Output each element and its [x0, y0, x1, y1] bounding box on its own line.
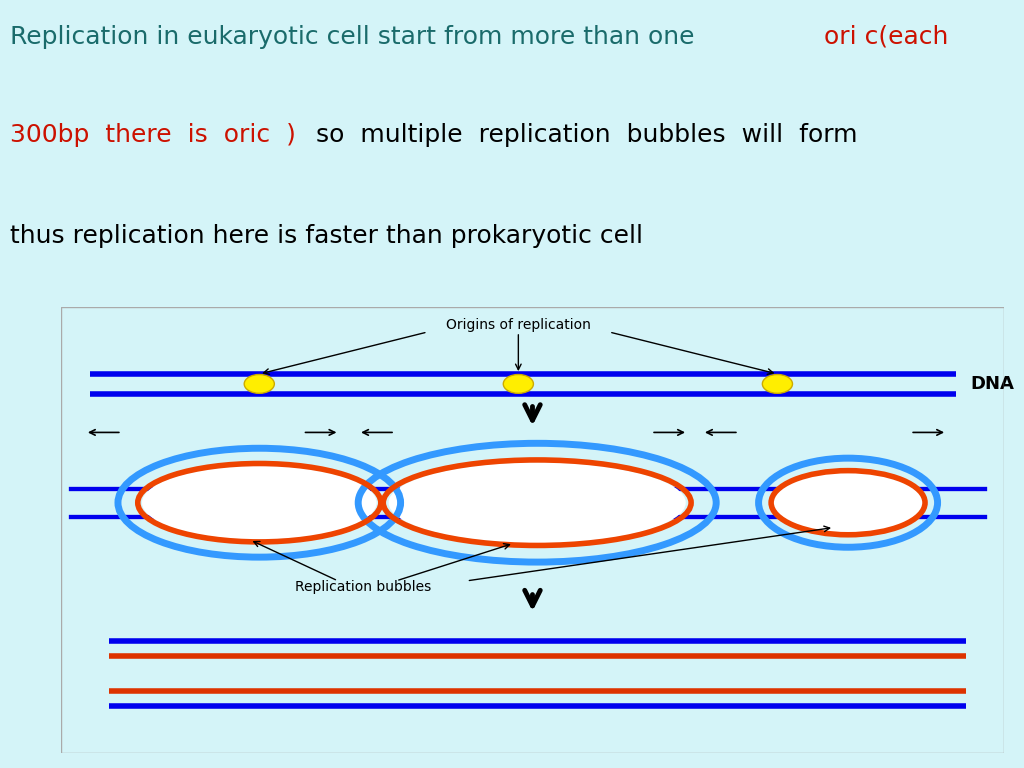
Text: DNA: DNA: [971, 375, 1015, 393]
Ellipse shape: [774, 472, 923, 533]
Ellipse shape: [244, 375, 274, 393]
Text: Replication in eukaryotic cell start from more than one: Replication in eukaryotic cell start fro…: [10, 25, 702, 48]
Text: Origins of replication: Origins of replication: [445, 317, 591, 332]
Text: so  multiple  replication  bubbles  will  form: so multiple replication bubbles will for…: [292, 123, 857, 147]
Ellipse shape: [142, 465, 377, 540]
Text: 300bp  there  is  oric  ): 300bp there is oric ): [10, 123, 296, 147]
Ellipse shape: [762, 375, 793, 393]
Ellipse shape: [389, 462, 686, 543]
Text: thus replication here is faster than prokaryotic cell: thus replication here is faster than pro…: [10, 224, 643, 248]
Text: Replication bubbles: Replication bubbles: [295, 580, 431, 594]
Text: ori c(each: ori c(each: [824, 25, 948, 48]
Ellipse shape: [503, 375, 534, 393]
